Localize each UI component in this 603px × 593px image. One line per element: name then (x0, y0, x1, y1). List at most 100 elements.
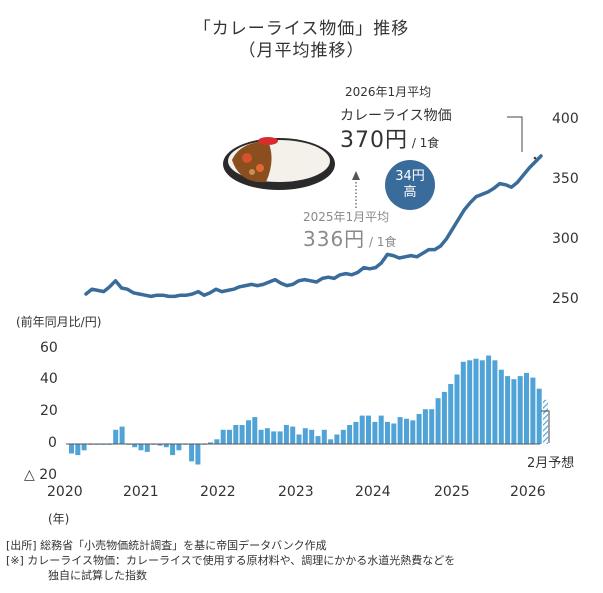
xtick-2021: 2021 (123, 484, 159, 500)
current-period-label: 2026年1月平均 (345, 85, 432, 99)
x-axis-unit: (年) (48, 512, 70, 526)
bar (505, 376, 511, 444)
xtick-2025: 2025 (434, 484, 470, 500)
bar-ytick-minus20: △ 20 (24, 467, 58, 483)
bar (536, 388, 542, 444)
arrow-head-icon (352, 171, 360, 180)
bar (214, 439, 220, 444)
bar-y-axis-label: (前年同月比/円) (16, 315, 102, 329)
bar (283, 425, 289, 444)
xtick-2022: 2022 (200, 484, 236, 500)
price-line (84, 154, 543, 299)
yoy-bars (69, 355, 548, 465)
bar (486, 355, 492, 444)
bar (277, 431, 283, 444)
bar (189, 444, 195, 462)
bar (492, 360, 498, 444)
curry-rice-illustration (223, 137, 335, 190)
definition-note-cont: 独自に試算した指数 (48, 569, 147, 582)
line-ytick-400: 400 (552, 111, 579, 127)
bar (378, 415, 384, 444)
bar (410, 420, 416, 444)
bar (498, 369, 504, 444)
bar (454, 374, 460, 444)
xtick-2024: 2024 (355, 484, 391, 500)
current-value: 370円 (340, 128, 408, 153)
bar (315, 436, 321, 444)
bar (479, 360, 485, 444)
bar (473, 358, 479, 444)
forecast-bar (543, 399, 548, 444)
bar (75, 444, 81, 456)
bar-ytick-40: 40 (40, 371, 58, 387)
difference-amount: 34円 (395, 169, 425, 184)
xtick-2026: 2026 (510, 484, 546, 500)
bar (271, 431, 277, 444)
bar (353, 421, 359, 444)
xtick-2023: 2023 (278, 484, 314, 500)
bar (309, 429, 315, 444)
bar (524, 372, 529, 444)
bar (239, 425, 245, 444)
bar (385, 421, 390, 444)
bar (340, 429, 346, 444)
bar (397, 417, 403, 444)
bar (290, 426, 296, 444)
bar (227, 429, 232, 444)
bar (264, 428, 270, 444)
bar (435, 398, 441, 444)
bar (334, 434, 340, 444)
bar (144, 444, 150, 452)
bar (517, 376, 523, 444)
bar (366, 415, 371, 444)
bar (220, 429, 226, 444)
current-value-group: 370円 / 1食 (340, 122, 439, 154)
previous-value: 336円 (303, 227, 366, 251)
bar (328, 439, 334, 444)
callout-bracket (507, 116, 523, 152)
forecast-bracket (541, 410, 550, 443)
difference-direction: 高 (403, 185, 417, 200)
bar-ytick-20: 20 (40, 403, 58, 419)
forecast-label: 2月予想 (527, 456, 575, 471)
last-point-dot (533, 156, 537, 160)
bar (404, 418, 409, 444)
bar (460, 361, 466, 444)
bar (448, 384, 454, 444)
previous-value-group: 336円 / 1食 (303, 223, 397, 252)
line-ytick-300: 300 (552, 231, 579, 247)
bar (233, 425, 239, 444)
bar (347, 425, 353, 444)
xtick-2020: 2020 (47, 484, 83, 500)
bar (511, 379, 517, 444)
bar (132, 444, 138, 448)
bar (530, 377, 536, 444)
bar (119, 426, 125, 444)
current-unit: / 1食 (408, 136, 440, 150)
bar (391, 423, 397, 444)
difference-bubble: 34円 高 (385, 160, 435, 210)
source-note: [出所] 総務省「小売物価統計調査」を基に帝国データバンク作成 (6, 539, 327, 552)
current-label: カレーライス物価 (340, 108, 452, 124)
bar (372, 421, 378, 444)
bar (157, 444, 163, 446)
bar (208, 442, 213, 444)
previous-period-label: 2025年1月平均 (303, 210, 390, 224)
previous-unit: / 1食 (365, 235, 397, 249)
bar (321, 429, 327, 444)
bar (359, 415, 365, 444)
bar (195, 444, 201, 465)
bar (176, 444, 182, 451)
bar (258, 429, 264, 444)
bar (422, 409, 428, 444)
line-ytick-250: 250 (552, 291, 579, 307)
bar (138, 444, 144, 451)
bar (170, 444, 176, 456)
chart-title: 「カレーライス物価」推移 (193, 19, 410, 39)
bar (441, 391, 447, 444)
bar (302, 428, 308, 444)
bar (69, 444, 74, 454)
bar-ytick-0: 0 (48, 435, 57, 451)
definition-note: [※] カレーライス物価：カレーライスで使用する原材料や、調理にかかる水道光熱費… (6, 554, 456, 567)
